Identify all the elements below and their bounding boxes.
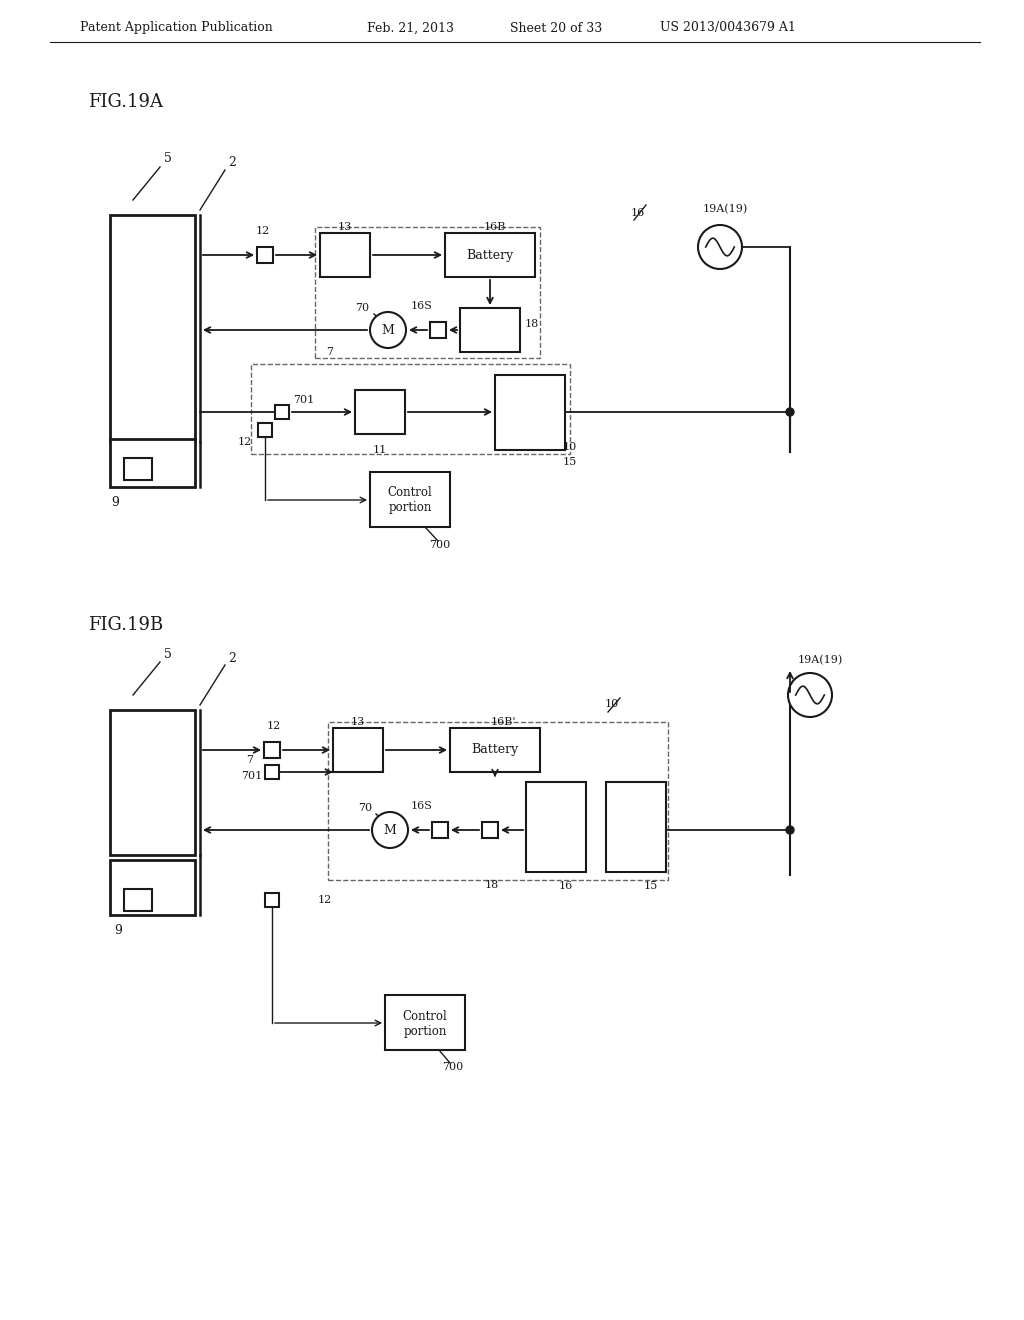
Text: 701: 701 — [242, 771, 262, 781]
Circle shape — [698, 224, 742, 269]
Text: 16: 16 — [559, 880, 573, 891]
Circle shape — [786, 408, 794, 416]
Text: 9: 9 — [111, 495, 119, 508]
Text: 12: 12 — [317, 895, 332, 906]
Text: 19A(19): 19A(19) — [798, 655, 843, 665]
Circle shape — [788, 673, 831, 717]
Text: 10: 10 — [563, 442, 578, 451]
Text: 9: 9 — [114, 924, 122, 936]
FancyBboxPatch shape — [432, 822, 449, 838]
FancyBboxPatch shape — [110, 861, 195, 915]
Text: 12: 12 — [238, 437, 252, 447]
Text: Feb. 21, 2013: Feb. 21, 2013 — [367, 21, 454, 34]
Text: 13: 13 — [351, 717, 366, 727]
FancyBboxPatch shape — [110, 215, 195, 442]
FancyBboxPatch shape — [355, 389, 406, 434]
Text: 18: 18 — [485, 880, 499, 890]
Text: portion: portion — [388, 500, 432, 513]
Text: Control: Control — [402, 1011, 447, 1023]
Text: Battery: Battery — [466, 248, 514, 261]
FancyBboxPatch shape — [450, 729, 540, 772]
Text: 15: 15 — [563, 457, 578, 467]
Text: 10: 10 — [605, 700, 620, 709]
Text: 700: 700 — [429, 540, 451, 550]
Text: Control: Control — [388, 486, 432, 499]
Text: 7: 7 — [327, 347, 334, 356]
Text: 12: 12 — [267, 721, 282, 731]
FancyBboxPatch shape — [430, 322, 446, 338]
Text: 5: 5 — [164, 648, 172, 660]
Text: 18: 18 — [525, 319, 539, 329]
FancyBboxPatch shape — [275, 405, 289, 418]
FancyBboxPatch shape — [265, 766, 279, 779]
Text: M: M — [384, 824, 396, 837]
Text: 16S: 16S — [411, 801, 433, 810]
Text: 15: 15 — [644, 880, 658, 891]
FancyBboxPatch shape — [124, 458, 152, 480]
Text: Sheet 20 of 33: Sheet 20 of 33 — [510, 21, 602, 34]
FancyBboxPatch shape — [445, 234, 535, 277]
Text: 11: 11 — [373, 445, 387, 455]
FancyBboxPatch shape — [265, 894, 279, 907]
Text: portion: portion — [403, 1026, 446, 1039]
FancyBboxPatch shape — [482, 822, 498, 838]
Text: 70: 70 — [358, 803, 372, 813]
FancyBboxPatch shape — [606, 781, 666, 873]
Circle shape — [786, 826, 794, 834]
Text: 7: 7 — [247, 755, 254, 766]
FancyBboxPatch shape — [124, 888, 152, 911]
Text: 16S: 16S — [411, 301, 433, 312]
FancyBboxPatch shape — [385, 995, 465, 1049]
FancyBboxPatch shape — [258, 422, 272, 437]
FancyBboxPatch shape — [526, 781, 586, 873]
FancyBboxPatch shape — [319, 234, 370, 277]
Text: 2: 2 — [228, 157, 236, 169]
Text: M: M — [382, 323, 394, 337]
Text: 19A(19): 19A(19) — [702, 203, 748, 214]
Text: 700: 700 — [442, 1063, 464, 1072]
Text: 701: 701 — [293, 395, 314, 405]
FancyBboxPatch shape — [264, 742, 280, 758]
FancyBboxPatch shape — [257, 247, 273, 263]
FancyBboxPatch shape — [110, 710, 195, 855]
Text: 16: 16 — [631, 209, 645, 218]
Text: 12: 12 — [256, 226, 270, 236]
Text: FIG.19A: FIG.19A — [88, 92, 163, 111]
Text: 2: 2 — [228, 652, 236, 664]
FancyBboxPatch shape — [333, 729, 383, 772]
FancyBboxPatch shape — [370, 473, 450, 527]
Circle shape — [372, 812, 408, 847]
Text: 5: 5 — [164, 153, 172, 165]
FancyBboxPatch shape — [110, 440, 195, 487]
Circle shape — [370, 312, 406, 348]
Text: 13: 13 — [338, 222, 352, 232]
Text: 16B': 16B' — [490, 717, 516, 727]
Text: FIG.19B: FIG.19B — [88, 616, 163, 634]
FancyBboxPatch shape — [460, 308, 520, 352]
Text: US 2013/0043679 A1: US 2013/0043679 A1 — [660, 21, 796, 34]
Text: Battery: Battery — [471, 743, 518, 756]
Text: 16B: 16B — [483, 222, 506, 232]
Text: Patent Application Publication: Patent Application Publication — [80, 21, 272, 34]
FancyBboxPatch shape — [495, 375, 565, 450]
Text: 70: 70 — [355, 304, 369, 313]
